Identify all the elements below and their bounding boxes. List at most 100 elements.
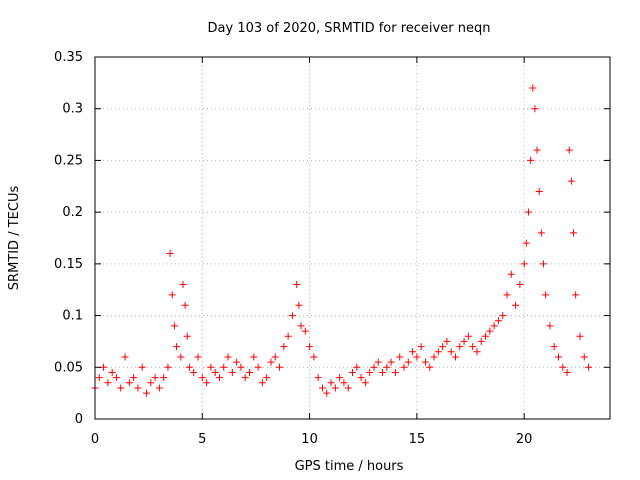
y-tick-label: 0.05 bbox=[54, 360, 83, 375]
y-tick-label: 0.1 bbox=[62, 309, 83, 324]
data-point bbox=[301, 327, 309, 335]
data-point bbox=[125, 379, 133, 387]
data-point bbox=[170, 322, 178, 330]
data-point bbox=[198, 374, 206, 382]
y-tick-label: 0.2 bbox=[62, 205, 83, 220]
y-tick-label: 0.3 bbox=[62, 102, 83, 117]
data-point bbox=[258, 379, 266, 387]
data-point bbox=[181, 301, 189, 309]
data-point bbox=[535, 187, 543, 195]
data-point bbox=[357, 374, 365, 382]
data-point bbox=[477, 337, 485, 345]
data-point bbox=[147, 379, 155, 387]
data-point bbox=[168, 291, 176, 299]
data-point bbox=[173, 343, 181, 351]
data-point bbox=[207, 363, 215, 371]
data-point bbox=[383, 363, 391, 371]
data-point bbox=[452, 353, 459, 361]
data-point bbox=[241, 374, 249, 382]
data-markers bbox=[91, 84, 593, 397]
data-point bbox=[297, 322, 305, 330]
data-point bbox=[524, 208, 532, 216]
data-point bbox=[507, 270, 515, 278]
data-point bbox=[366, 368, 374, 376]
x-axis-label: GPS time / hours bbox=[295, 459, 404, 474]
data-point bbox=[271, 353, 279, 361]
data-point bbox=[314, 374, 322, 382]
data-point bbox=[349, 368, 356, 376]
data-point bbox=[520, 260, 528, 268]
data-point bbox=[417, 343, 425, 351]
data-point bbox=[194, 353, 202, 361]
data-point bbox=[567, 177, 575, 185]
data-point bbox=[185, 363, 193, 371]
data-point bbox=[572, 291, 580, 299]
data-point bbox=[95, 374, 103, 382]
data-point bbox=[409, 348, 417, 356]
data-point bbox=[379, 368, 387, 376]
data-point bbox=[585, 363, 593, 371]
tick-labels: 0 5 10 15 20 0 0.05 0.1 0.15 0.2 0.25 0.3 0.35 bbox=[54, 50, 532, 447]
data-point bbox=[430, 353, 438, 361]
data-point bbox=[516, 281, 524, 289]
y-tick-label: 0.35 bbox=[54, 50, 83, 65]
x-tick-label: 5 bbox=[198, 432, 206, 447]
x-tick-label: 0 bbox=[91, 432, 99, 447]
data-point bbox=[456, 343, 464, 351]
data-point bbox=[233, 358, 241, 366]
axis-ticks bbox=[94, 56, 610, 420]
data-point bbox=[404, 358, 412, 366]
data-point bbox=[421, 358, 429, 366]
data-point bbox=[130, 374, 138, 382]
data-point bbox=[563, 368, 571, 376]
data-point bbox=[220, 363, 228, 371]
data-point bbox=[447, 348, 455, 356]
data-point bbox=[336, 374, 344, 382]
chart-title: Day 103 of 2020, SRMTID for receiver neq… bbox=[208, 21, 491, 36]
data-point bbox=[250, 353, 258, 361]
data-point bbox=[539, 260, 547, 268]
data-point bbox=[580, 353, 588, 361]
data-point bbox=[391, 368, 399, 376]
x-tick-label: 20 bbox=[516, 432, 533, 447]
data-point bbox=[482, 332, 490, 340]
data-point bbox=[143, 389, 150, 397]
data-point bbox=[306, 343, 314, 351]
data-point bbox=[228, 368, 236, 376]
data-point bbox=[559, 363, 567, 371]
data-point bbox=[542, 291, 550, 299]
data-point bbox=[215, 374, 223, 382]
data-point bbox=[387, 358, 395, 366]
y-tick-label: 0 bbox=[75, 412, 83, 427]
data-point bbox=[177, 353, 185, 361]
data-point bbox=[570, 229, 578, 237]
y-tick-label: 0.25 bbox=[54, 153, 83, 168]
data-point bbox=[331, 384, 339, 392]
data-point bbox=[323, 389, 331, 397]
plot-frame bbox=[94, 56, 611, 420]
data-point bbox=[166, 250, 174, 258]
data-point bbox=[439, 343, 447, 351]
x-tick-label: 10 bbox=[301, 432, 318, 447]
data-point bbox=[370, 363, 378, 371]
data-point bbox=[374, 358, 382, 366]
data-point bbox=[443, 337, 451, 345]
data-point bbox=[533, 146, 541, 154]
data-point bbox=[117, 384, 125, 392]
data-point bbox=[327, 379, 335, 387]
data-point bbox=[529, 84, 537, 92]
data-point bbox=[565, 146, 573, 154]
data-point bbox=[179, 281, 187, 289]
data-point bbox=[361, 379, 369, 387]
data-point bbox=[276, 363, 284, 371]
grid-lines bbox=[95, 57, 610, 419]
data-point bbox=[108, 368, 116, 376]
data-point bbox=[203, 379, 211, 387]
data-point bbox=[490, 322, 498, 330]
data-point bbox=[413, 353, 421, 361]
data-point bbox=[555, 353, 562, 361]
data-point bbox=[151, 374, 159, 382]
data-point bbox=[100, 363, 108, 371]
data-point bbox=[318, 384, 326, 392]
y-tick-label: 0.15 bbox=[54, 257, 83, 272]
